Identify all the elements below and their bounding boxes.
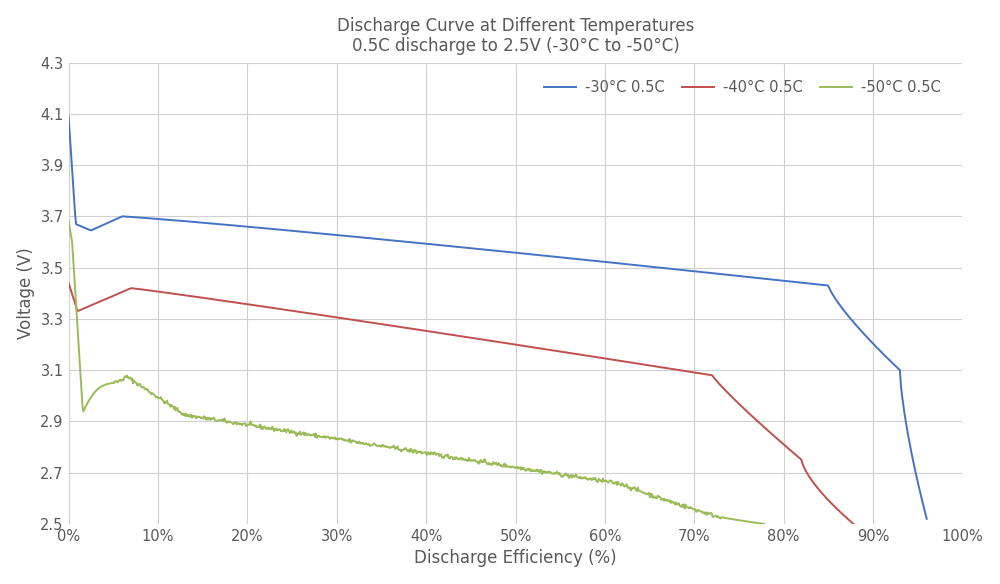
-30°C 0.5C <box>609 259 621 266</box>
-50°C 0.5C <box>758 520 770 527</box>
Line: -30°C 0.5C: -30°C 0.5C <box>69 116 927 519</box>
-50°C 0.5C <box>590 477 602 484</box>
-50°C 0.5C <box>661 496 673 503</box>
-40°C 0.5C <box>111 291 123 298</box>
-40°C 0.5C <box>539 346 551 353</box>
X-axis label: Discharge Efficiency (%): Discharge Efficiency (%) <box>414 550 617 567</box>
-40°C 0.5C <box>738 405 750 412</box>
-50°C 0.5C <box>485 461 497 468</box>
-50°C 0.5C <box>105 380 117 387</box>
Legend: -30°C 0.5C, -40°C 0.5C, -50°C 0.5C: -30°C 0.5C, -40°C 0.5C, -50°C 0.5C <box>538 75 946 101</box>
-40°C 0.5C <box>847 520 859 527</box>
-30°C 0.5C <box>801 280 813 287</box>
Line: -50°C 0.5C: -50°C 0.5C <box>69 221 764 524</box>
-30°C 0.5C <box>561 255 573 262</box>
-30°C 0.5C <box>713 270 725 277</box>
-50°C 0.5C <box>63 218 75 225</box>
-30°C 0.5C <box>921 515 933 522</box>
-40°C 0.5C <box>518 342 530 349</box>
-40°C 0.5C <box>63 280 75 287</box>
-30°C 0.5C <box>115 213 127 220</box>
-40°C 0.5C <box>563 349 575 356</box>
Line: -40°C 0.5C: -40°C 0.5C <box>69 283 853 524</box>
-30°C 0.5C <box>583 257 595 264</box>
Title: Discharge Curve at Different Temperatures
0.5C discharge to 2.5V (-30°C to -50°C: Discharge Curve at Different Temperature… <box>337 17 694 55</box>
Y-axis label: Voltage (V): Voltage (V) <box>17 248 35 339</box>
-40°C 0.5C <box>658 364 670 371</box>
-30°C 0.5C <box>63 113 75 120</box>
-50°C 0.5C <box>466 457 478 464</box>
-50°C 0.5C <box>506 464 518 471</box>
